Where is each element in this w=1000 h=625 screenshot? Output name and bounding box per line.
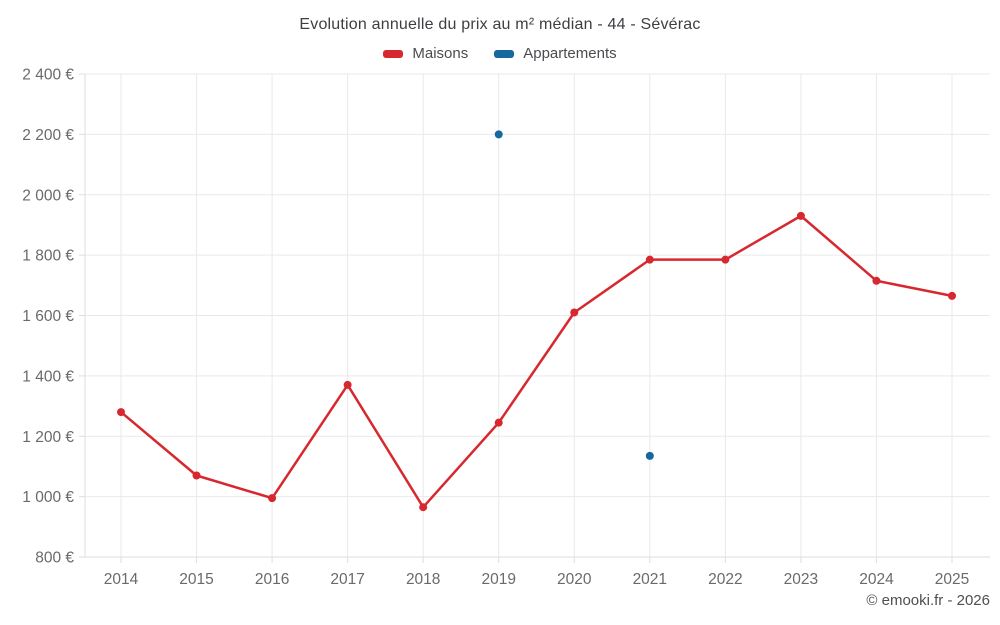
x-tick-label: 2016 (255, 571, 289, 588)
y-tick-label: 2 000 € (22, 187, 74, 204)
x-tick-label: 2024 (859, 571, 894, 588)
x-tick-label: 2025 (935, 571, 969, 588)
maisons-point[interactable] (343, 380, 352, 389)
y-tick-label: 1 000 € (22, 489, 74, 506)
appartements-point[interactable] (494, 130, 503, 139)
y-tick-label: 1 200 € (22, 429, 74, 446)
maisons-point[interactable] (645, 255, 654, 264)
legend: Maisons Appartements (0, 45, 1000, 62)
legend-label-maisons: Maisons (412, 45, 469, 62)
maisons-legend-swatch-icon (383, 49, 404, 58)
maisons-point[interactable] (570, 308, 579, 317)
y-tick-label: 2 400 € (22, 67, 74, 84)
y-tick-label: 1 400 € (22, 368, 74, 385)
maisons-point[interactable] (796, 211, 805, 220)
x-tick-label: 2020 (557, 571, 592, 588)
y-tick-label: 1 800 € (22, 248, 74, 265)
chart-title: Evolution annuelle du prix au m² médian … (299, 16, 701, 33)
y-tick-label: 800 € (35, 550, 74, 567)
appartements-legend-swatch-icon (494, 49, 515, 58)
maisons-point[interactable] (192, 471, 201, 480)
legend-label-appartements: Appartements (523, 45, 617, 62)
x-tick-label: 2023 (784, 571, 818, 588)
x-tick-label: 2021 (633, 571, 667, 588)
maisons-point[interactable] (872, 276, 881, 285)
maisons-point[interactable] (948, 291, 956, 300)
x-tick-label: 2015 (179, 571, 213, 588)
legend-item-appartements[interactable]: Appartements (494, 45, 617, 62)
maisons-point[interactable] (419, 503, 428, 512)
legend-item-maisons[interactable]: Maisons (383, 45, 468, 62)
y-tick-label: 1 600 € (22, 308, 74, 325)
x-tick-label: 2014 (104, 571, 139, 588)
maisons-point[interactable] (721, 255, 730, 264)
x-tick-label: 2022 (708, 571, 742, 588)
maisons-point[interactable] (494, 418, 503, 427)
x-tick-label: 2019 (481, 571, 515, 588)
x-tick-label: 2018 (406, 571, 440, 588)
y-tick-label: 2 200 € (22, 127, 74, 144)
credit-text: © emooki.fr - 2026 (866, 592, 990, 609)
maisons-line (119, 214, 954, 509)
maisons-point[interactable] (268, 494, 277, 503)
maisons-point[interactable] (117, 408, 125, 417)
appartements-point[interactable] (645, 451, 654, 460)
x-tick-label: 2017 (330, 571, 364, 588)
